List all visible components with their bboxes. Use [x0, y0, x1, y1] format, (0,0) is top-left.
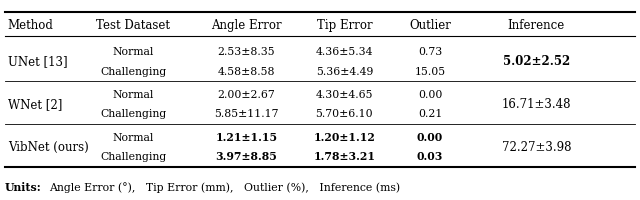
Text: 2.00±2.67: 2.00±2.67 — [218, 89, 275, 99]
Text: 2.53±8.35: 2.53±8.35 — [218, 47, 275, 57]
Text: Challenging: Challenging — [100, 109, 166, 119]
Text: 1.20±1.12: 1.20±1.12 — [314, 132, 375, 142]
Text: 0.00: 0.00 — [418, 89, 442, 99]
Text: Normal: Normal — [113, 89, 154, 99]
Text: Units:: Units: — [5, 182, 42, 192]
Text: Normal: Normal — [113, 47, 154, 57]
Text: Inference: Inference — [508, 19, 565, 31]
Text: Test Dataset: Test Dataset — [96, 19, 170, 31]
Text: VibNet (ours): VibNet (ours) — [8, 140, 88, 153]
Text: Angle Error: Angle Error — [211, 19, 282, 31]
Text: 5.85±11.17: 5.85±11.17 — [214, 109, 278, 119]
Text: UNet [13]: UNet [13] — [8, 55, 67, 68]
Text: 1.78±3.21: 1.78±3.21 — [314, 151, 375, 161]
Text: 1.21±1.15: 1.21±1.15 — [215, 132, 278, 142]
Text: 0.21: 0.21 — [418, 109, 442, 119]
Text: 4.58±8.58: 4.58±8.58 — [218, 66, 275, 76]
Text: 16.71±3.48: 16.71±3.48 — [502, 98, 571, 110]
Text: 72.27±3.98: 72.27±3.98 — [502, 140, 571, 153]
Text: Method: Method — [8, 19, 54, 31]
Text: 5.36±4.49: 5.36±4.49 — [316, 66, 373, 76]
Text: 0.73: 0.73 — [418, 47, 442, 57]
Text: WNet [2]: WNet [2] — [8, 98, 62, 110]
Text: Challenging: Challenging — [100, 66, 166, 76]
Text: 4.36±5.34: 4.36±5.34 — [316, 47, 373, 57]
Text: 15.05: 15.05 — [415, 66, 445, 76]
Text: Outlier: Outlier — [409, 19, 451, 31]
Text: 0.03: 0.03 — [417, 151, 444, 161]
Text: 3.97±8.85: 3.97±8.85 — [216, 151, 277, 161]
Text: Tip Error: Tip Error — [317, 19, 372, 31]
Text: 5.02±2.52: 5.02±2.52 — [502, 55, 570, 68]
Text: 4.30±4.65: 4.30±4.65 — [316, 89, 373, 99]
Text: Angle Error (°),   Tip Error (mm),   Outlier (%),   Inference (ms): Angle Error (°), Tip Error (mm), Outlier… — [49, 182, 400, 192]
Text: 0.00: 0.00 — [417, 132, 444, 142]
Text: Normal: Normal — [113, 132, 154, 142]
Text: 5.70±6.10: 5.70±6.10 — [316, 109, 373, 119]
Text: Challenging: Challenging — [100, 151, 166, 161]
